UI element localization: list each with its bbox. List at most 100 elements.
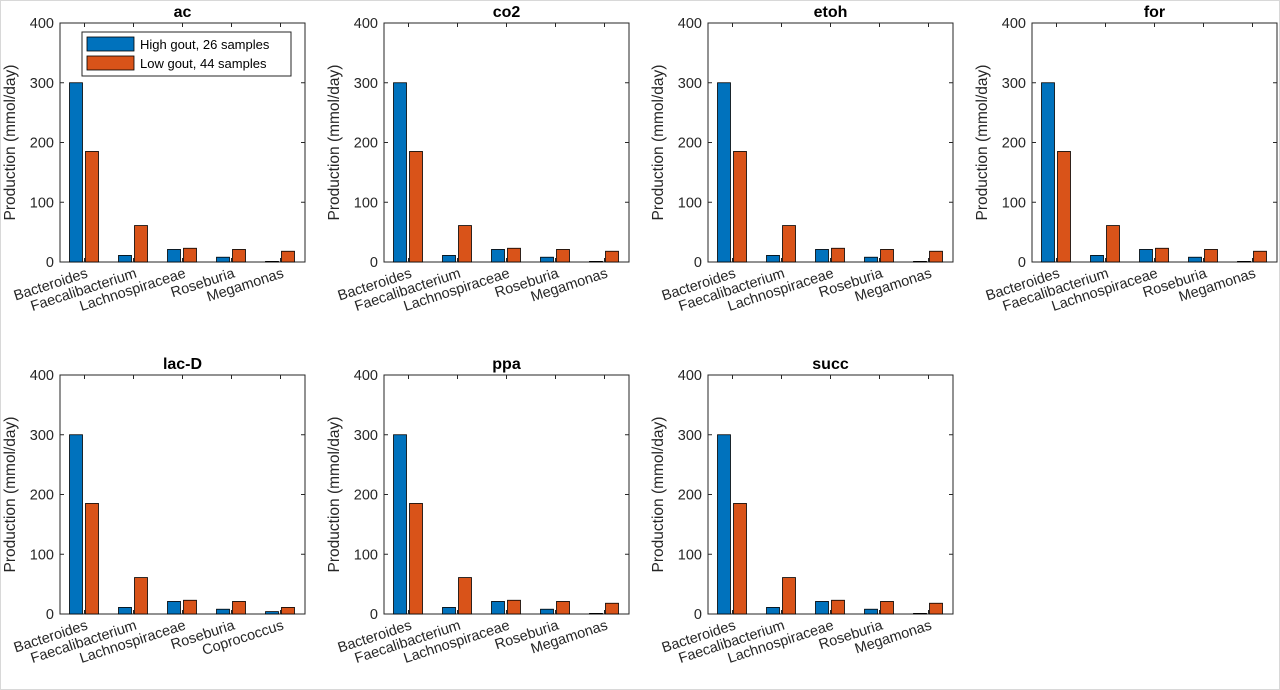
y-axis-label: Production (mmol/day) — [326, 417, 343, 573]
subplot-lac-D: 0100200300400BacteroidesFaecalibacterium… — [2, 356, 306, 667]
subplot-title: ac — [174, 4, 192, 21]
bar-low-faecalibacterium — [782, 225, 796, 263]
bar-low-megamonas — [929, 602, 943, 615]
y-tick-label: 100 — [678, 195, 702, 211]
y-tick-label: 200 — [30, 136, 54, 152]
bar-low-lachnospiraceae — [183, 247, 197, 263]
bar-high-roseburia — [540, 256, 554, 263]
y-tick-label: 400 — [354, 368, 378, 384]
y-tick-label: 100 — [678, 547, 702, 563]
y-axis-label: Production (mmol/day) — [2, 417, 19, 573]
bar-low-bacteroides — [1057, 151, 1071, 263]
bar-high-lachnospiraceae — [491, 601, 505, 615]
legend-swatch — [86, 36, 135, 52]
y-tick-label: 100 — [354, 547, 378, 563]
bar-high-roseburia — [864, 256, 878, 263]
bar-low-roseburia — [1204, 249, 1218, 263]
y-tick-label: 400 — [30, 368, 54, 384]
bar-high-lachnospiraceae — [167, 601, 181, 615]
bar-low-bacteroides — [733, 503, 747, 615]
y-axis-label: Production (mmol/day) — [650, 417, 667, 573]
axes-box — [59, 374, 306, 615]
subplot-title: ppa — [492, 356, 521, 373]
bar-high-lachnospiraceae — [167, 249, 181, 263]
y-axis-label: Production (mmol/day) — [326, 65, 343, 221]
bar-high-faecalibacterium — [442, 607, 456, 615]
y-tick-label: 200 — [678, 488, 702, 504]
bar-low-roseburia — [880, 601, 894, 615]
subplot-title: for — [1144, 4, 1165, 21]
bar-high-faecalibacterium — [766, 255, 780, 263]
y-tick-label: 300 — [30, 76, 54, 92]
subplot-ppa: 0100200300400BacteroidesFaecalibacterium… — [326, 356, 630, 667]
bar-low-bacteroides — [409, 503, 423, 615]
y-tick-label: 300 — [354, 76, 378, 92]
bar-high-bacteroides — [69, 82, 83, 263]
bar-low-roseburia — [232, 601, 246, 615]
bar-high-lachnospiraceae — [491, 249, 505, 263]
bar-high-megamonas — [589, 261, 603, 263]
bar-high-bacteroides — [717, 82, 731, 263]
bar-high-faecalibacterium — [1090, 255, 1104, 263]
bar-low-lachnospiraceae — [507, 247, 521, 263]
bar-high-megamonas — [265, 261, 279, 263]
y-tick-label: 300 — [678, 428, 702, 444]
y-tick-label: 300 — [354, 428, 378, 444]
subplot-title: etoh — [814, 4, 848, 21]
y-tick-label: 100 — [30, 195, 54, 211]
y-tick-label: 400 — [678, 16, 702, 32]
subplot-title: lac-D — [163, 356, 202, 373]
subplot-title: co2 — [493, 4, 521, 21]
bar-low-bacteroides — [85, 503, 99, 615]
bar-low-roseburia — [232, 249, 246, 263]
bar-low-faecalibacterium — [782, 577, 796, 615]
bar-high-bacteroides — [717, 434, 731, 615]
bar-low-megamonas — [929, 250, 943, 263]
y-tick-label: 0 — [694, 607, 702, 623]
bar-high-faecalibacterium — [442, 255, 456, 263]
bar-high-megamonas — [1237, 261, 1251, 263]
bar-low-megamonas — [1253, 250, 1267, 263]
subplot-co2: 0100200300400BacteroidesFaecalibacterium… — [326, 4, 630, 315]
bar-high-lachnospiraceae — [1139, 249, 1153, 263]
legend-entry-label: Low gout, 44 samples — [140, 56, 267, 71]
bar-high-bacteroides — [1041, 82, 1055, 263]
bar-high-faecalibacterium — [766, 607, 780, 615]
bar-low-bacteroides — [733, 151, 747, 263]
bar-high-megamonas — [589, 613, 603, 615]
bar-low-lachnospiraceae — [507, 599, 521, 615]
y-tick-label: 0 — [370, 255, 378, 271]
bar-low-faecalibacterium — [458, 577, 472, 615]
bar-high-lachnospiraceae — [815, 601, 829, 615]
bar-high-bacteroides — [393, 434, 407, 615]
bar-low-lachnospiraceae — [183, 599, 197, 615]
subplot-ac: 0100200300400BacteroidesFaecalibacterium… — [2, 4, 306, 315]
bar-high-roseburia — [1188, 256, 1202, 263]
y-tick-label: 300 — [1002, 76, 1026, 92]
bar-high-faecalibacterium — [118, 607, 132, 615]
bar-low-megamonas — [281, 250, 295, 263]
bar-high-megamonas — [913, 261, 927, 263]
legend-entry-label: High gout, 26 samples — [140, 37, 270, 52]
bar-low-faecalibacterium — [134, 577, 148, 615]
bar-low-megamonas — [605, 602, 619, 615]
y-tick-label: 400 — [30, 16, 54, 32]
y-tick-label: 0 — [46, 255, 54, 271]
legend: High gout, 26 samples Low gout, 44 sample… — [81, 31, 292, 77]
subplot-title: succ — [812, 356, 849, 373]
bar-high-roseburia — [216, 256, 230, 263]
y-axis-label: Production (mmol/day) — [974, 65, 991, 221]
y-axis-label: Production (mmol/day) — [2, 65, 19, 221]
bar-high-roseburia — [540, 608, 554, 615]
y-axis-label: Production (mmol/day) — [650, 65, 667, 221]
bar-high-lachnospiraceae — [815, 249, 829, 263]
y-tick-label: 0 — [370, 607, 378, 623]
axes-box — [1031, 22, 1278, 263]
bar-high-coprococcus — [265, 611, 279, 615]
y-tick-label: 0 — [694, 255, 702, 271]
bar-low-faecalibacterium — [458, 225, 472, 263]
bar-low-lachnospiraceae — [1155, 247, 1169, 263]
y-tick-label: 0 — [46, 607, 54, 623]
bar-high-roseburia — [864, 608, 878, 615]
subplot-succ: 0100200300400BacteroidesFaecalibacterium… — [650, 356, 954, 667]
